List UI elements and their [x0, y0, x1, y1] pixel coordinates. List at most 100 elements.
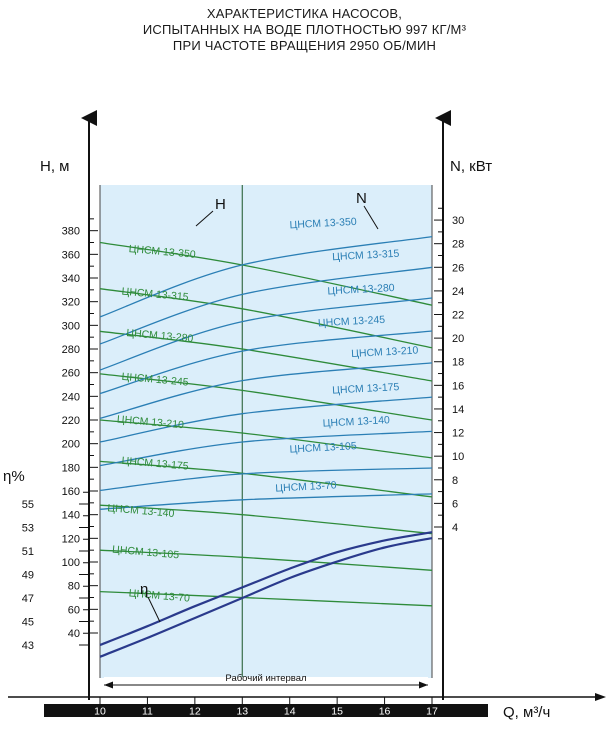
power-curve-labels: ЦНСМ 13-350 ЦНСМ 13-315 ЦНСМ 13-280 ЦНСМ 13… — [275, 216, 419, 495]
x-tick-label: 13 — [236, 706, 248, 718]
chart-title: ХАРАКТЕРИСТИКА НАСОСОВ, ИСПЫТАННЫХ НА ВО… — [0, 6, 609, 54]
working-interval-arrow-left — [104, 681, 113, 689]
power-curve — [99, 362, 433, 420]
eta-axis-ticks: 43 45 47 49 51 53 55 — [22, 491, 89, 652]
h-tick-label: 100 — [62, 557, 80, 569]
h-tick-label: 360 — [62, 249, 80, 261]
title-line-2: ИСПЫТАННЫХ НА ВОДЕ ПЛОТНОСТЬЮ 997 КГ/М³ — [142, 22, 467, 37]
power-family-leader — [363, 205, 379, 230]
h-tick-label: 260 — [62, 368, 80, 380]
x-tick-label: 10 — [94, 706, 106, 718]
h-tick-label: 180 — [62, 462, 80, 474]
power-curve — [99, 330, 433, 395]
head-curve — [99, 330, 433, 382]
eta-tick-label: 43 — [22, 640, 34, 652]
n-tick-label: 24 — [452, 286, 464, 298]
h-tick-label: 160 — [62, 486, 80, 498]
x-tick-label: 14 — [284, 706, 296, 718]
power-curve-label: ЦНСМ 13-210 — [351, 344, 419, 360]
head-curve-label: ЦНСМ 13-175 — [121, 455, 189, 473]
h-tick-label: 120 — [62, 533, 80, 545]
head-curve-label: ЦНСМ 13-210 — [116, 413, 184, 431]
n-tick-label: 28 — [452, 239, 464, 251]
power-curve — [99, 430, 433, 467]
power-curve-label: ЦНСМ 13-315 — [332, 248, 400, 264]
head-family-leader — [195, 210, 214, 227]
head-curve-label: ЦНСМ 13-245 — [121, 371, 189, 389]
eta-family-label: η — [140, 581, 148, 598]
n-tick-label: 30 — [452, 215, 464, 227]
n-tick-label: 16 — [452, 380, 464, 392]
h-tick-label: 200 — [62, 439, 80, 451]
n-tick-label: 6 — [452, 498, 458, 510]
n-tick-label: 8 — [452, 475, 458, 487]
n-tick-label: 20 — [452, 333, 464, 345]
x-axis-label: Q, м³/ч — [503, 704, 550, 721]
n-axis-label: N, кВт — [450, 158, 492, 175]
n-tick-label: 18 — [452, 357, 464, 369]
power-curve-label: ЦНСМ 13-350 — [289, 216, 357, 232]
head-curve — [99, 373, 433, 421]
h-tick-label: 380 — [62, 226, 80, 238]
n-tick-label: 4 — [452, 522, 458, 534]
x-tick-label: 11 — [142, 706, 153, 718]
head-family-label: H — [215, 196, 226, 213]
power-curve-label: ЦНСМ 13-245 — [318, 314, 386, 330]
x-tick-label: 12 — [189, 706, 201, 718]
x-axis-ticks: 10 11 12 13 14 15 16 17 — [94, 697, 438, 718]
n-tick-label: 26 — [452, 262, 464, 274]
n-axis-ticks: 4 6 8 10 12 14 16 18 20 22 24 26 28 30 — [434, 207, 464, 540]
h-tick-label: 280 — [62, 344, 80, 356]
h-tick-label: 220 — [62, 415, 80, 427]
x-axis-arrow — [595, 693, 606, 701]
eta-tick-label: 53 — [22, 523, 34, 535]
eta-tick-label: 47 — [22, 593, 34, 605]
x-tick-label: 17 — [426, 706, 438, 718]
working-interval-label: Рабочий интервал — [225, 673, 306, 684]
n-tick-label: 14 — [452, 404, 464, 416]
eta-tick-label: 55 — [22, 499, 34, 511]
h-tick-label: 340 — [62, 273, 80, 285]
head-curve-label: ЦНСМ 13-350 — [128, 243, 196, 261]
head-curve — [99, 419, 433, 459]
power-curves — [99, 235, 433, 510]
power-curve-label: ЦНСМ 13-105 — [289, 440, 357, 456]
eta-family-leader — [147, 596, 161, 623]
n-tick-label: 12 — [452, 428, 464, 440]
efficiency-curve — [99, 531, 433, 647]
power-curve — [99, 467, 433, 492]
eta-tick-label: 45 — [22, 617, 34, 629]
eta-tick-label: 51 — [22, 546, 34, 558]
x-tick-label: 15 — [331, 706, 343, 718]
h-axis-ticks: 40 60 80 100 120 140 160 180 200 220 240 260 280 300 3… — [62, 218, 98, 640]
head-curve — [99, 288, 433, 349]
eta-tick-label: 49 — [22, 570, 34, 582]
h-tick-label: 140 — [62, 510, 80, 522]
h-tick-label: 320 — [62, 297, 80, 309]
head-curve-label: ЦНСМ 13-70 — [128, 587, 190, 604]
x-scale-band — [44, 704, 488, 717]
head-curve-label: ЦНСМ 13-280 — [126, 327, 194, 345]
h-axis-label: H, м — [40, 158, 69, 175]
efficiency-curve — [99, 537, 433, 658]
head-curve-label: ЦНСМ 13-140 — [107, 502, 175, 520]
n-tick-label: 22 — [452, 310, 464, 322]
h-tick-label: 40 — [68, 628, 80, 640]
power-curve-label: ЦНСМ 13-70 — [275, 479, 337, 494]
head-curve-label: ЦНСМ 13-315 — [121, 286, 189, 304]
h-tick-label: 80 — [68, 581, 80, 593]
title-line-1: ХАРАКТЕРИСТИКА НАСОСОВ, — [206, 6, 403, 21]
power-curve — [99, 396, 433, 443]
power-curve-label: ЦНСМ 13-175 — [332, 381, 400, 397]
power-curve — [99, 266, 433, 345]
power-curve — [99, 297, 433, 371]
n-tick-label: 10 — [452, 451, 464, 463]
head-curve — [99, 549, 433, 571]
head-curve-label: ЦНСМ 13-105 — [112, 544, 180, 562]
h-tick-label: 60 — [68, 604, 80, 616]
x-tick-label: 16 — [379, 706, 391, 718]
power-curve — [99, 493, 433, 510]
h-tick-label: 300 — [62, 320, 80, 332]
head-curve-labels: ЦНСМ 13-350 ЦНСМ 13-315 ЦНСМ 13-280 ЦНСМ 13… — [107, 243, 196, 605]
